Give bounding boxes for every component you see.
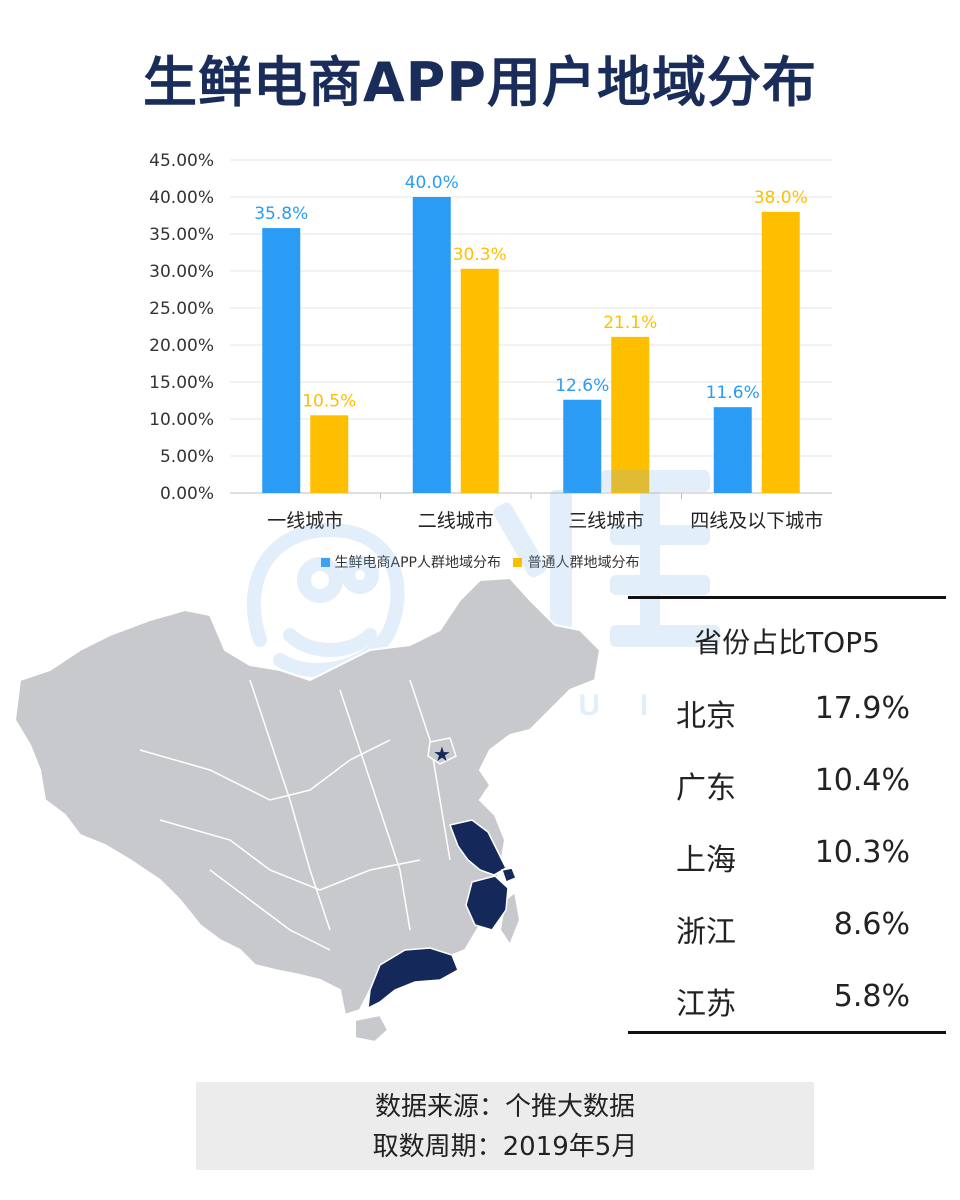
- y-tick-label: 0.00%: [160, 484, 214, 504]
- y-tick-label: 35.00%: [149, 225, 214, 245]
- bar-1: [563, 399, 602, 493]
- legend-item-series2: 普通人群地域分布: [513, 552, 639, 572]
- top5-title: 省份占比TOP5: [694, 626, 880, 659]
- province-name: 浙江: [676, 915, 736, 950]
- province-pct: 10.4%: [814, 763, 910, 798]
- china-outline: [13, 576, 602, 1017]
- highlight-beijing: [427, 737, 457, 765]
- x-tick-label: 四线及以下城市: [690, 510, 823, 532]
- province-name: 江苏: [676, 987, 736, 1022]
- y-tick-label: 10.00%: [149, 410, 214, 430]
- table-row: 上海 10.3%: [628, 835, 946, 878]
- x-tick-label: 三线城市: [568, 510, 644, 532]
- bar-labels: 35.8% 10.5% 40.0% 30.3% 12.6% 21.1% 11.6% 38.0%: [254, 173, 808, 411]
- province-borders: [139, 679, 451, 951]
- bar-2: [460, 268, 499, 493]
- highlight-shanghai: [501, 867, 517, 883]
- table-row: 江苏 5.8%: [628, 979, 946, 1022]
- province-pct: 8.6%: [833, 907, 910, 942]
- x-axis-ticks: 一线城市 二线城市 三线城市 四线及以下城市: [267, 493, 823, 532]
- data-source-line: 数据来源：个推大数据: [374, 1092, 635, 1122]
- province-pct: 17.9%: [814, 691, 910, 726]
- legend-label-series1: 生鲜电商APP人群地域分布: [334, 555, 501, 571]
- china-map: ★: [13, 576, 602, 1044]
- data-label: 38.0%: [754, 188, 808, 208]
- province-name: 广东: [676, 771, 736, 806]
- y-tick-label: 40.00%: [149, 188, 214, 208]
- data-source-box: 数据来源：个推大数据 取数周期：2019年5月: [196, 1082, 814, 1170]
- highlight-jiangsu: [448, 819, 507, 876]
- y-tick-label: 5.00%: [160, 447, 214, 467]
- y-tick-label: 15.00%: [149, 373, 214, 393]
- highlight-zhejiang: [465, 875, 509, 931]
- chart-bars: [262, 197, 800, 494]
- legend-swatch-series1: [320, 557, 330, 567]
- data-label: 35.8%: [254, 204, 308, 224]
- x-tick-label: 二线城市: [418, 510, 494, 532]
- data-label: 11.6%: [706, 383, 760, 403]
- hainan-island: [354, 1013, 390, 1044]
- y-tick-label: 25.00%: [149, 299, 214, 319]
- bar-2: [611, 336, 650, 493]
- top5-table: 省份占比TOP5 北京 17.9% 广东 10.4% 上海 10.3% 浙江 8…: [628, 596, 946, 1034]
- legend-swatch-series2: [513, 557, 523, 567]
- bar-1: [713, 407, 752, 493]
- star-icon: ★: [433, 742, 451, 766]
- page-title: 生鲜电商APP用户地域分布: [143, 51, 817, 114]
- x-tick-label: 一线城市: [267, 510, 343, 532]
- data-label: 10.5%: [302, 391, 356, 411]
- province-name: 北京: [676, 699, 736, 734]
- table-row: 北京 17.9%: [628, 691, 946, 734]
- highlight-guangdong: [367, 947, 459, 1010]
- bar-2: [761, 211, 800, 494]
- chart-legend: 生鲜电商APP人群地域分布 普通人群地域分布: [0, 552, 960, 572]
- y-tick-label: 30.00%: [149, 262, 214, 282]
- data-label: 40.0%: [405, 173, 459, 193]
- table-row: 广东 10.4%: [628, 763, 946, 806]
- y-tick-label: 45.00%: [149, 151, 214, 171]
- legend-label-series2: 普通人群地域分布: [527, 555, 640, 571]
- bar-2: [310, 415, 349, 493]
- data-label: 30.3%: [453, 245, 507, 265]
- data-period-line: 取数周期：2019年5月: [372, 1132, 638, 1162]
- bar-1: [412, 197, 451, 493]
- legend-item-series1: 生鲜电商APP人群地域分布: [320, 552, 501, 572]
- province-pct: 10.3%: [814, 835, 910, 870]
- data-label: 12.6%: [555, 376, 609, 396]
- province-name: 上海: [676, 843, 736, 878]
- province-pct: 5.8%: [833, 979, 910, 1014]
- bar-1: [262, 228, 301, 493]
- table-row: 浙江 8.6%: [628, 907, 946, 950]
- bar-chart: 0.00% 5.00% 10.00% 15.00% 20.00% 25.00% 30.00%…: [149, 151, 832, 532]
- y-tick-label: 20.00%: [149, 336, 214, 356]
- y-axis-ticks: 0.00% 5.00% 10.00% 15.00% 20.00% 25.00% 30.00%…: [149, 151, 214, 504]
- data-label: 21.1%: [603, 313, 657, 333]
